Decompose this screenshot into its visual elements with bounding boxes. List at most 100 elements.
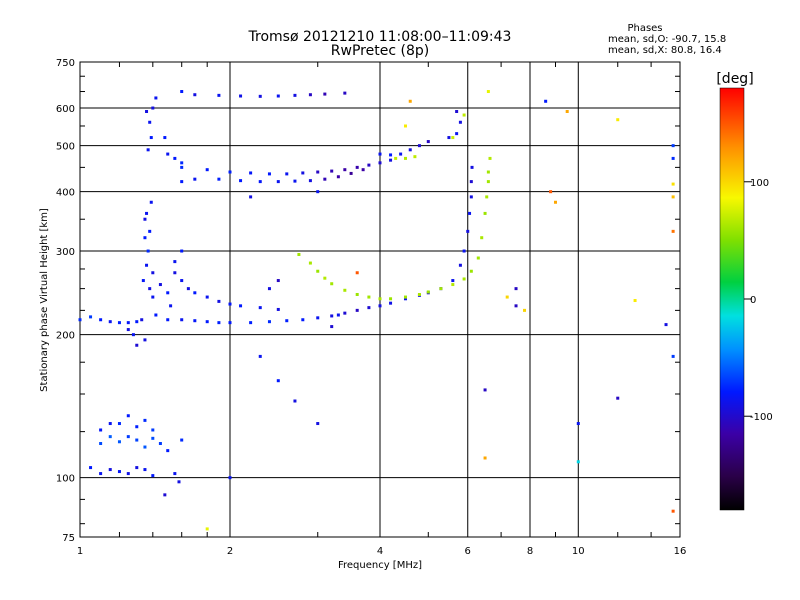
data-point: [145, 109, 149, 113]
data-point: [108, 320, 112, 324]
y-tick-label: 100: [56, 474, 75, 485]
data-point: [349, 171, 353, 175]
data-point: [458, 263, 462, 267]
data-point: [323, 177, 327, 181]
data-point: [355, 292, 359, 296]
data-point: [343, 91, 347, 95]
data-point: [117, 422, 121, 426]
data-point: [89, 466, 93, 470]
data-point: [143, 338, 147, 342]
data-point: [145, 263, 149, 267]
grid-lines: [80, 62, 680, 537]
data-point: [323, 276, 327, 280]
data-point: [143, 217, 147, 221]
data-point: [308, 179, 312, 183]
data-point: [367, 306, 371, 310]
data-point: [671, 509, 675, 513]
data-point: [455, 109, 459, 113]
data-point: [316, 170, 320, 174]
colorbar-label: [deg]: [716, 71, 753, 87]
data-point: [158, 283, 162, 287]
data-point: [205, 168, 209, 172]
data-point: [408, 148, 412, 152]
data-point: [217, 321, 221, 325]
data-point: [267, 320, 271, 324]
data-point: [126, 435, 130, 439]
data-point: [143, 468, 147, 472]
data-point: [249, 321, 253, 325]
data-point: [389, 297, 393, 301]
data-point: [439, 287, 443, 291]
data-point: [480, 236, 484, 240]
data-point: [343, 288, 347, 292]
data-point: [108, 422, 112, 426]
data-point: [180, 165, 184, 169]
data-point: [355, 308, 359, 312]
colorbar-tick-label: 100: [750, 178, 769, 189]
data-point: [285, 319, 289, 323]
data-point: [154, 313, 158, 317]
data-point: [389, 153, 393, 157]
data-point: [451, 136, 455, 140]
data-point: [417, 292, 421, 296]
data-point: [151, 271, 155, 275]
data-point: [565, 109, 569, 113]
data-point: [301, 318, 305, 322]
data-point: [205, 320, 209, 324]
data-point: [163, 136, 167, 140]
data-point: [378, 304, 382, 308]
data-point: [469, 195, 473, 199]
data-point: [177, 480, 181, 484]
data-point: [330, 314, 334, 318]
data-point: [378, 161, 382, 165]
data-point: [323, 92, 327, 96]
axis-ticks: 1 2 4 6 8 10 16 75 100 200 300 400 500 600 750: [56, 58, 686, 557]
data-point: [462, 113, 466, 117]
data-point: [671, 229, 675, 233]
data-point: [293, 179, 297, 183]
data-point: [180, 180, 184, 184]
data-point: [455, 132, 459, 136]
data-point: [217, 299, 221, 303]
data-point: [308, 93, 312, 97]
data-point: [451, 283, 455, 287]
stats-line-o: mean, sd,O: -90.7, 15.8: [608, 34, 726, 45]
data-point: [664, 323, 668, 327]
data-point: [148, 229, 152, 233]
data-point: [249, 195, 253, 199]
data-point: [355, 271, 359, 275]
data-point: [143, 418, 147, 422]
data-point: [141, 279, 145, 283]
data-point: [403, 295, 407, 299]
data-point: [403, 156, 407, 160]
data-point: [166, 152, 170, 156]
data-point: [258, 94, 262, 98]
data-point: [276, 94, 280, 98]
data-point: [399, 152, 403, 156]
data-point: [135, 438, 139, 442]
data-point: [343, 311, 347, 315]
data-point: [158, 442, 162, 446]
x-tick-label: 8: [527, 546, 533, 557]
data-point: [148, 287, 152, 291]
x-tick-label: 2: [227, 546, 233, 557]
data-point: [117, 440, 121, 444]
chart-title: Tromsø 20121210 11:08:00–11:09:43: [248, 29, 512, 45]
data-point: [126, 472, 130, 476]
data-point: [239, 304, 243, 308]
data-point: [483, 456, 487, 460]
y-tick-label: 300: [56, 247, 75, 258]
data-point: [458, 120, 462, 124]
data-point: [239, 94, 243, 98]
data-point: [267, 172, 271, 176]
data-point: [336, 313, 340, 317]
data-point: [336, 175, 340, 179]
data-point: [505, 295, 509, 299]
data-point: [143, 236, 147, 240]
data-point: [403, 124, 407, 128]
x-tick-label: 10: [572, 546, 585, 557]
data-point: [180, 90, 184, 94]
data-point: [166, 449, 170, 453]
data-point: [193, 177, 197, 181]
